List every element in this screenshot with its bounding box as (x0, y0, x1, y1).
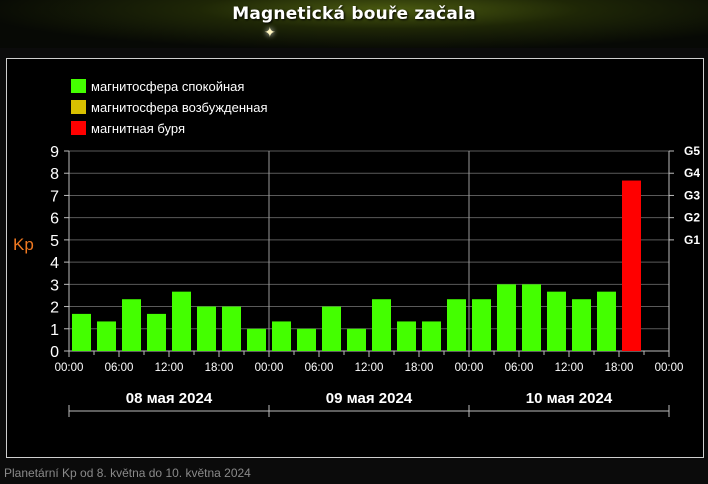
kp-bar (197, 306, 216, 351)
y-tick-label: 3 (50, 277, 59, 294)
kp-bar (122, 299, 141, 351)
x-tick-label: 12:00 (355, 362, 384, 374)
x-tick-label: 00:00 (255, 362, 284, 374)
g-scale-label: G5 (684, 144, 700, 158)
kp-bar (347, 328, 366, 351)
kp-bar (297, 328, 316, 351)
x-tick-label: 06:00 (505, 362, 534, 374)
y-tick-label: 7 (50, 188, 59, 205)
kp-bar (547, 291, 566, 351)
g-scale-label: G2 (684, 211, 700, 225)
day-label: 08 мая 2024 (126, 390, 213, 407)
kp-bar (497, 284, 516, 351)
kp-chart: магнитосфера спокойная магнитосфера возбу… (13, 79, 700, 417)
y-tick-label: 9 (50, 144, 59, 161)
legend-label: магнитная буря (91, 121, 185, 136)
header-banner: ✦ Magnetická bouře začala (0, 0, 708, 48)
legend-swatch (71, 100, 86, 114)
x-tick-label: 06:00 (105, 362, 134, 374)
kp-bar (222, 306, 241, 351)
x-tick-label: 18:00 (605, 362, 634, 374)
y-tick-label: 1 (50, 322, 59, 339)
day-label: 10 мая 2024 (526, 390, 613, 407)
g-scale-label: G1 (684, 233, 700, 247)
kp-bar (372, 299, 391, 351)
kp-bar (172, 291, 191, 351)
g-scale-label: G4 (684, 166, 700, 180)
y-tick-label: 2 (50, 300, 59, 317)
legend-swatch (71, 79, 86, 93)
x-tick-label: 00:00 (55, 362, 84, 374)
kp-bar (322, 306, 341, 351)
x-tick-label: 06:00 (305, 362, 334, 374)
kp-bar (247, 328, 266, 351)
x-tick-label: 00:00 (455, 362, 484, 374)
kp-bar (397, 321, 416, 351)
kp-bar (522, 284, 541, 351)
day-label: 09 мая 2024 (326, 390, 413, 407)
x-tick-label: 12:00 (555, 362, 584, 374)
x-tick-label: 18:00 (205, 362, 234, 374)
kp-bar (97, 321, 116, 351)
kp-bar (422, 321, 441, 351)
star-icon: ✦ (264, 24, 276, 40)
kp-bar (572, 299, 591, 351)
x-tick-label: 00:00 (655, 362, 684, 374)
y-axis-label: Kp (13, 235, 34, 254)
kp-bar (72, 313, 91, 351)
kp-bar (147, 313, 166, 351)
kp-bar (472, 299, 491, 351)
chart-caption: Planetární Kp od 8. května do 10. května… (4, 466, 251, 480)
legend-label: магнитосфера спокойная (91, 79, 244, 94)
legend-label: магнитосфера возбужденная (91, 100, 268, 115)
y-tick-label: 8 (50, 166, 59, 183)
kp-bar (622, 180, 641, 351)
g-scale-label: G3 (684, 188, 700, 202)
x-tick-label: 18:00 (405, 362, 434, 374)
kp-bar (447, 299, 466, 351)
kp-bar (272, 321, 291, 351)
x-tick-label: 12:00 (155, 362, 184, 374)
kp-bar (597, 291, 616, 351)
legend-swatch (71, 121, 86, 135)
y-tick-label: 6 (50, 211, 59, 228)
y-tick-label: 4 (50, 255, 59, 272)
page-title: Magnetická bouře začala (232, 4, 476, 24)
chart-panel: магнитосфера спокойная магнитосфера возбу… (6, 58, 704, 458)
y-tick-label: 0 (50, 344, 59, 361)
y-tick-label: 5 (50, 233, 59, 250)
